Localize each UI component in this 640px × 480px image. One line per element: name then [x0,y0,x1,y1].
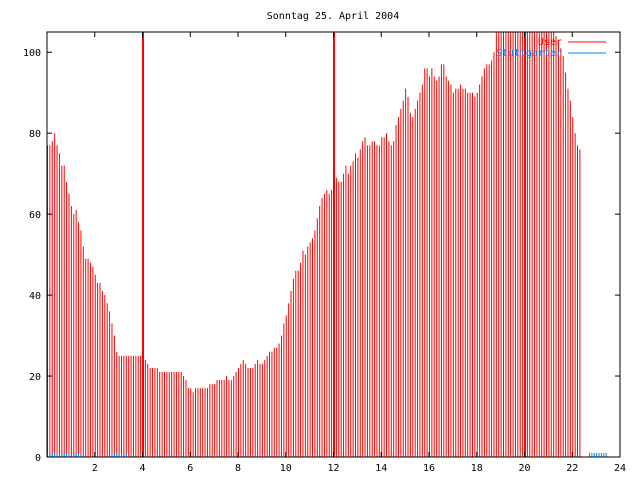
x-tick-label: 4 [139,463,145,474]
x-tick-label: 24 [614,463,626,474]
x-tick-label: 12 [327,463,339,474]
x-tick-label: 6 [187,463,193,474]
x-tick-label: 2 [92,463,98,474]
y-tick-label: 20 [29,372,41,383]
x-tick-label: 18 [471,463,483,474]
x-tick-label: 8 [235,463,241,474]
markers [142,32,526,457]
chart-title: Sonntag 25. April 2004 [267,11,399,22]
y-tick-label: 60 [29,210,41,221]
y-tick-label: 40 [29,291,41,302]
y-tick-label: 0 [35,453,41,464]
y-tick-label: 80 [29,129,41,140]
x-tick-label: 16 [423,463,435,474]
legend-label-user: User [538,37,562,48]
x-tick-label: 10 [280,463,292,474]
plot-frame [46,31,621,458]
x-tick-label: 14 [375,463,387,474]
x-tick-label: 20 [518,463,530,474]
x-tick-label: 22 [566,463,578,474]
series-user [47,32,581,457]
legend-label-stuttgarter: Stuttgarter [496,48,562,59]
legend: User Stuttgarter [496,37,606,59]
y-tick-label: 100 [23,48,41,59]
